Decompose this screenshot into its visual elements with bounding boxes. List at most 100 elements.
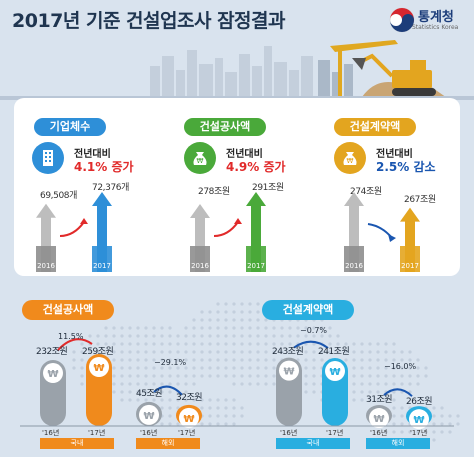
category-bar-overseas: 해외 (366, 438, 430, 449)
won-icon: ₩ (413, 415, 424, 426)
trend-arrow (293, 340, 329, 349)
bar-2017-coin (179, 407, 199, 428)
value-label: 241조원 (318, 347, 350, 357)
bar-2017-base (400, 246, 420, 272)
bar-2017 (405, 219, 415, 272)
bar-2016-base (36, 246, 56, 272)
money-bag-icon: ₩ (334, 142, 366, 174)
value-2017: 267조원 (404, 195, 436, 205)
value-label: 259조원 (82, 347, 114, 357)
bar-2016-head (36, 203, 56, 218)
value-2016: 278조원 (198, 187, 230, 197)
value-label: 26조원 (406, 397, 433, 407)
axis-year-label: '16년 (280, 429, 298, 437)
change-value: 4.1% 증가 (74, 160, 134, 174)
year-label-2017: 2017 (93, 262, 111, 270)
category-bar-overseas: 해외 (136, 438, 200, 449)
bar-2017-coin (325, 361, 345, 382)
axis-year-label: '16년 (42, 429, 60, 437)
year-label-2016: 2016 (345, 262, 363, 270)
bar-2017 (251, 204, 261, 272)
pct-label: −0.7% (300, 326, 328, 335)
change-value: 2.5% 감소 (376, 160, 436, 174)
category-bar-domestic: 국내 (40, 438, 114, 449)
bar-2017-head (92, 192, 112, 206)
year-label-2017: 2017 (247, 262, 265, 270)
category-bar-domestic: 국내 (276, 438, 350, 449)
section-pill-construction: 건설공사액 (22, 300, 114, 320)
value-label: 45조원 (136, 389, 163, 399)
trend-arrow-head (388, 234, 396, 242)
change-value: 4.9% 증가 (226, 160, 286, 174)
org-sub: Statistics Korea (412, 24, 459, 31)
section-pill-contract: 건설계약액 (262, 300, 354, 320)
bar-2017-base (92, 246, 112, 272)
pct-label: −16.0% (384, 362, 417, 371)
bar-2016-coin (139, 404, 159, 425)
won-icon: ₩ (283, 367, 294, 378)
value-2017: 72,376개 (92, 183, 129, 193)
bar-2016-head (190, 203, 210, 218)
bar-2016 (41, 215, 51, 272)
value-2016: 274조원 (350, 187, 382, 197)
bar-2016 (195, 215, 205, 272)
bar-2016-head (344, 192, 364, 206)
section-label-companies: 기업체수 (34, 118, 106, 136)
change-prefix: 전년대비 (226, 149, 263, 160)
bar-2016-coin (43, 363, 63, 384)
trend-arrow (59, 221, 85, 237)
building-icon (32, 142, 64, 174)
bar-2017-base (246, 246, 266, 272)
trend-arrow-head (80, 218, 88, 224)
won-icon: ₩ (183, 414, 194, 425)
trend-arrow (57, 338, 93, 351)
section-label-contract: 건설계약액 (334, 118, 416, 136)
svg-text:₩: ₩ (197, 157, 204, 165)
won-icon: ₩ (329, 367, 340, 378)
value-label: 232조원 (36, 347, 68, 357)
bar-2016-base (344, 246, 364, 272)
year-label-2016: 2016 (191, 262, 209, 270)
pct-label: 11.5% (58, 332, 84, 341)
year-label-2016: 2016 (37, 262, 55, 270)
bar-2016-base (190, 246, 210, 272)
bar-2017-head (400, 207, 420, 222)
bar-2017-head (246, 192, 266, 206)
trend-arrow (383, 388, 413, 397)
axis-year-label: '17년 (326, 429, 344, 437)
trend-arrow (153, 385, 183, 396)
trend-arrow-head (234, 218, 242, 224)
bar-2017-coin (89, 357, 109, 377)
pct-label: −29.1% (154, 358, 187, 367)
taegeuk-logo-icon (389, 7, 415, 33)
bar-2017 (97, 204, 107, 272)
value-label: 32조원 (176, 393, 203, 403)
value-label: 31조원 (366, 395, 393, 405)
won-icon: ₩ (143, 411, 154, 422)
bar-2016-coin (369, 408, 389, 429)
axis-year-label: '16년 (370, 429, 388, 437)
bar-2016-coin (279, 360, 299, 381)
page-title: 2017년 기준 건설업조사 잠정결과 (12, 10, 286, 32)
axis-year-label: '17년 (88, 429, 106, 437)
bar-2017-coin (409, 409, 429, 430)
year-label-2017: 2017 (401, 262, 419, 270)
svg-text:₩: ₩ (347, 157, 354, 165)
section-label-construction: 건설공사액 (184, 118, 266, 136)
value-2016: 69,508개 (40, 191, 77, 201)
won-icon: ₩ (373, 414, 384, 425)
won-icon: ₩ (47, 369, 58, 380)
org-name: 통계청 (418, 10, 454, 25)
bar-2016 (349, 204, 359, 272)
value-label: 243조원 (272, 347, 304, 357)
value-2017: 291조원 (252, 183, 284, 193)
axis-year-label: '17년 (178, 429, 196, 437)
change-prefix: 전년대비 (376, 149, 413, 160)
money-bag-icon: ₩ (184, 142, 216, 174)
won-icon: ₩ (93, 363, 104, 374)
trend-arrow (213, 221, 239, 237)
axis-year-label: '16년 (140, 429, 158, 437)
axis-year-label: '17년 (410, 429, 428, 437)
